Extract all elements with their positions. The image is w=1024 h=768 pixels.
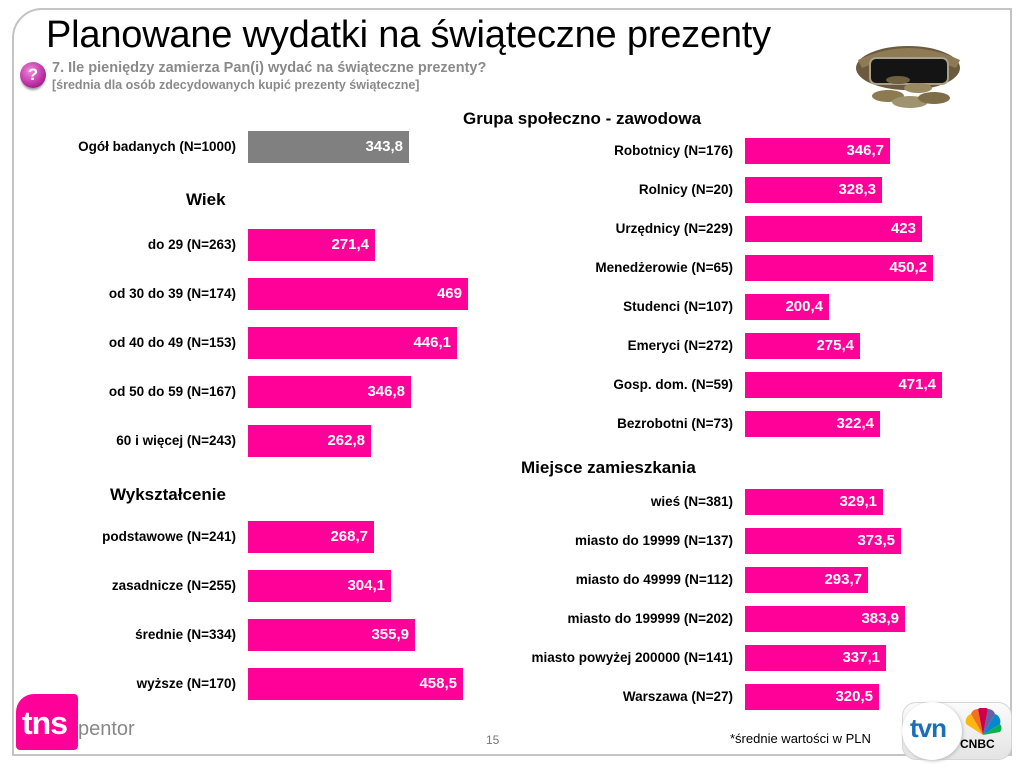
data-label: 446,1: [413, 334, 451, 351]
category-label: od 50 do 59 (N=167): [108, 384, 236, 399]
category-label: zasadnicze (N=255): [111, 578, 236, 593]
footnote: *średnie wartości w PLN: [730, 731, 871, 746]
bar: 200,4: [745, 294, 829, 320]
bar: 320,5: [745, 684, 879, 710]
data-label: 373,5: [857, 532, 895, 549]
category-label: miasto do 49999 (N=112): [575, 572, 733, 587]
data-label: 304,1: [347, 577, 385, 594]
category-label: Studenci (N=107): [623, 299, 733, 314]
bar: 328,3: [745, 177, 882, 203]
tvn-logo-circle: [902, 702, 962, 760]
category-label: 60 i więcej (N=243): [116, 433, 236, 448]
category-label: Emeryci (N=272): [627, 338, 733, 353]
data-label: 355,9: [371, 626, 409, 643]
bar: 271,4: [248, 229, 375, 261]
bar: 346,8: [248, 376, 411, 408]
page-number: 15: [486, 733, 500, 747]
data-label: 383,9: [861, 610, 899, 627]
category-label: od 40 do 49 (N=153): [108, 335, 236, 350]
data-label: 450,2: [889, 259, 927, 276]
category-label: wyższe (N=170): [136, 676, 236, 691]
category-label: podstawowe (N=241): [102, 529, 236, 544]
data-label: 275,4: [816, 337, 854, 354]
bar: 337,1: [745, 645, 886, 671]
category-label: Rolnicy (N=20): [638, 182, 733, 197]
data-label: 268,7: [330, 528, 368, 545]
pentor-logo-text: pentor: [78, 718, 135, 740]
question-mark-icon: ?: [20, 62, 46, 88]
data-label: 346,7: [846, 142, 884, 159]
category-label: wieś (N=381): [650, 494, 733, 509]
category-label: Robotnicy (N=176): [614, 143, 733, 158]
bar: 304,1: [248, 570, 391, 602]
cnbc-peacock-icon: [965, 708, 1002, 735]
section-title: Wiek: [186, 190, 226, 209]
bar: 446,1: [248, 327, 457, 359]
category-label: miasto powyżej 200000 (N=141): [531, 650, 733, 665]
section-title: Grupa społeczno - zawodowa: [463, 109, 702, 128]
data-label: 469: [436, 285, 462, 302]
section-title: Wykształcenie: [110, 485, 226, 504]
bar: 293,7: [745, 567, 868, 593]
cnbc-logo-text: CNBC: [960, 737, 995, 751]
data-label: 200,4: [785, 298, 823, 315]
bar: 262,8: [248, 425, 371, 457]
tvn-logo-text: tvn: [910, 713, 947, 743]
category-label: miasto do 199999 (N=202): [567, 611, 733, 626]
tns-logo-badge: [16, 694, 78, 750]
bar: 343,8: [248, 131, 409, 163]
category-label: Ogół badanych (N=1000): [78, 139, 236, 154]
data-label: 346,8: [367, 383, 405, 400]
survey-question: 7. Ile pieniędzy zamierza Pan(i) wydać n…: [52, 60, 487, 76]
bar: 450,2: [745, 255, 933, 281]
bar: 423: [745, 216, 922, 242]
bar: 329,1: [745, 489, 883, 515]
coin: [904, 83, 932, 93]
bar: 268,7: [248, 521, 374, 553]
slide-title: Planowane wydatki na świąteczne prezenty: [46, 14, 771, 56]
data-label: 423: [890, 220, 916, 237]
data-label: 458,5: [419, 675, 457, 692]
category-label: Gosp. dom. (N=59): [613, 377, 733, 392]
section-title: Miejsce zamieszkania: [521, 458, 696, 477]
data-label: 328,3: [838, 181, 876, 198]
data-label: 320,5: [835, 688, 873, 705]
tns-logo-text: tns: [22, 705, 68, 741]
category-label: Urzędnicy (N=229): [615, 221, 733, 236]
survey-subquestion: [średnia dla osób zdecydowanych kupić pr…: [52, 78, 420, 92]
coin-purse-photo: [856, 46, 960, 108]
category-label: do 29 (N=263): [147, 237, 236, 252]
data-label: 329,1: [839, 493, 877, 510]
data-label: 337,1: [842, 649, 880, 666]
bar: 346,7: [745, 138, 890, 164]
bar: 383,9: [745, 606, 905, 632]
bar: 373,5: [745, 528, 901, 554]
category-label: Warszawa (N=27): [622, 689, 733, 704]
data-label: 262,8: [327, 432, 365, 449]
category-label: średnie (N=334): [135, 627, 236, 642]
bar: 322,4: [745, 411, 880, 437]
data-label: 271,4: [331, 236, 369, 253]
data-label: 343,8: [365, 138, 403, 155]
data-label: 471,4: [898, 376, 936, 393]
bar: 355,9: [248, 619, 415, 651]
bar: 471,4: [745, 372, 942, 398]
coin: [886, 76, 910, 84]
category-label: Bezrobotni (N=73): [617, 416, 733, 431]
data-label: 322,4: [836, 415, 874, 432]
bar: 275,4: [745, 333, 860, 359]
category-label: od 30 do 39 (N=174): [108, 286, 236, 301]
bar: 469: [248, 278, 468, 310]
data-label: 293,7: [824, 571, 862, 588]
bar: 458,5: [248, 668, 463, 700]
coin: [918, 92, 950, 104]
category-label: Menedżerowie (N=65): [595, 260, 733, 275]
category-label: miasto do 19999 (N=137): [575, 533, 733, 548]
